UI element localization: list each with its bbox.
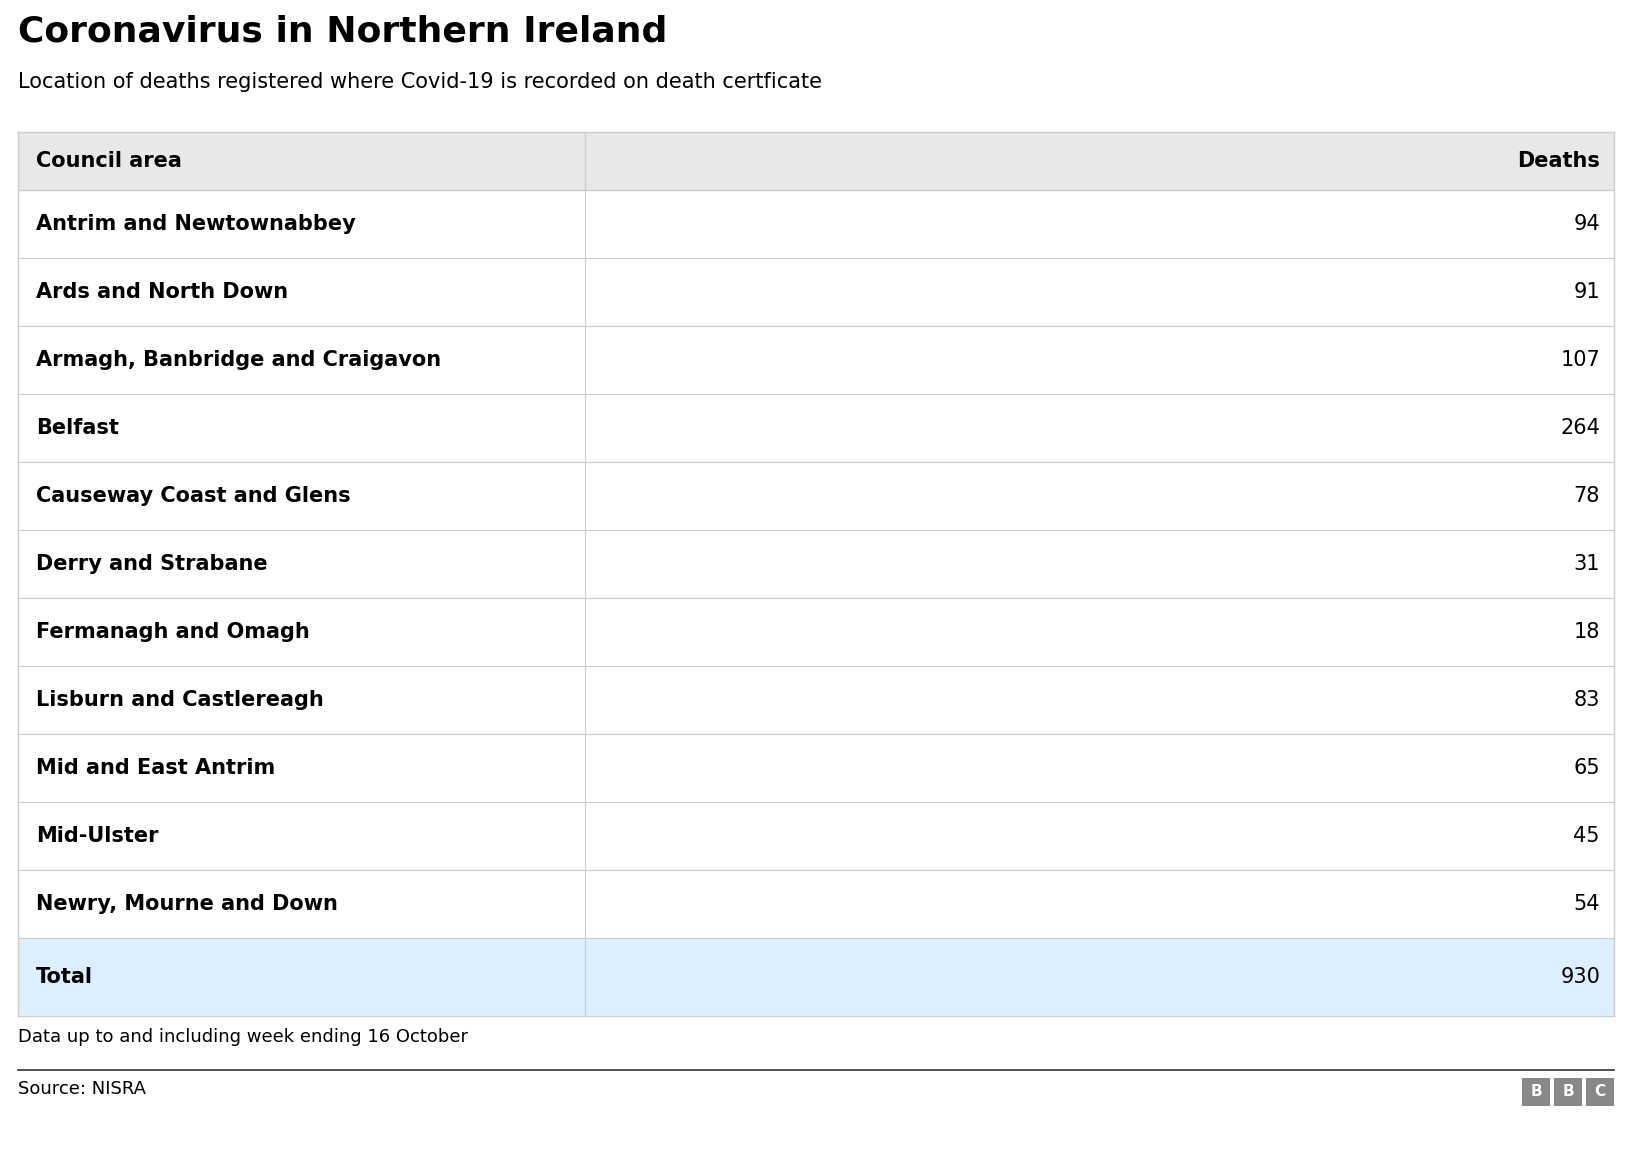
Text: Total: Total <box>36 967 93 987</box>
Bar <box>1554 1078 1581 1106</box>
Text: 65: 65 <box>1573 758 1599 778</box>
Bar <box>1586 1078 1614 1106</box>
Text: Mid and East Antrim: Mid and East Antrim <box>36 758 276 778</box>
Text: 45: 45 <box>1573 826 1599 846</box>
Text: Derry and Strabane: Derry and Strabane <box>36 554 268 573</box>
Text: Source: NISRA: Source: NISRA <box>18 1080 145 1098</box>
Text: Mid-Ulster: Mid-Ulster <box>36 826 158 846</box>
Text: 930: 930 <box>1560 967 1599 987</box>
Bar <box>18 394 1614 463</box>
Text: Armagh, Banbridge and Craigavon: Armagh, Banbridge and Craigavon <box>36 350 441 370</box>
Text: Antrim and Newtownabbey: Antrim and Newtownabbey <box>36 214 356 234</box>
Text: B: B <box>1531 1085 1542 1099</box>
Text: 18: 18 <box>1573 623 1599 642</box>
Text: Causeway Coast and Glens: Causeway Coast and Glens <box>36 486 351 506</box>
Text: 264: 264 <box>1560 418 1599 438</box>
Text: 31: 31 <box>1573 554 1599 573</box>
Bar <box>18 190 1614 258</box>
Bar <box>18 530 1614 598</box>
Text: B: B <box>1562 1085 1573 1099</box>
Bar <box>18 666 1614 734</box>
Text: Council area: Council area <box>36 151 181 171</box>
Text: 94: 94 <box>1573 214 1599 234</box>
Bar <box>18 598 1614 666</box>
Bar <box>18 132 1614 190</box>
Text: 54: 54 <box>1573 894 1599 915</box>
Text: Newry, Mourne and Down: Newry, Mourne and Down <box>36 894 338 915</box>
Bar <box>1523 1078 1550 1106</box>
Text: 91: 91 <box>1573 281 1599 303</box>
Text: Ards and North Down: Ards and North Down <box>36 281 289 303</box>
Text: Data up to and including week ending 16 October: Data up to and including week ending 16 … <box>18 1028 468 1047</box>
Text: Deaths: Deaths <box>1518 151 1599 171</box>
Text: Lisburn and Castlereagh: Lisburn and Castlereagh <box>36 690 323 710</box>
Text: Location of deaths registered where Covid-19 is recorded on death certficate: Location of deaths registered where Covi… <box>18 72 823 92</box>
Bar <box>18 870 1614 938</box>
Bar <box>18 938 1614 1016</box>
Text: 78: 78 <box>1573 486 1599 506</box>
Text: 107: 107 <box>1560 350 1599 370</box>
Bar <box>18 258 1614 326</box>
Bar <box>18 734 1614 802</box>
Bar <box>18 326 1614 394</box>
Text: Coronavirus in Northern Ireland: Coronavirus in Northern Ireland <box>18 15 667 49</box>
Text: C: C <box>1594 1085 1606 1099</box>
Bar <box>18 463 1614 530</box>
Text: Belfast: Belfast <box>36 418 119 438</box>
Bar <box>18 802 1614 870</box>
Text: 83: 83 <box>1573 690 1599 710</box>
Text: Fermanagh and Omagh: Fermanagh and Omagh <box>36 623 310 642</box>
